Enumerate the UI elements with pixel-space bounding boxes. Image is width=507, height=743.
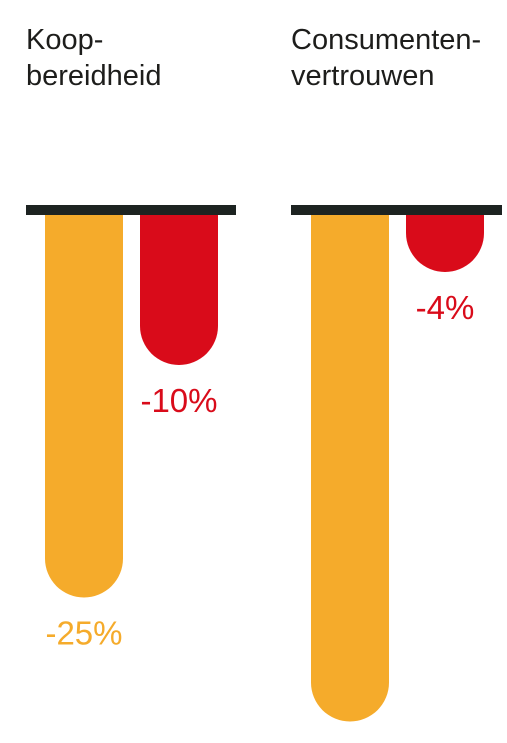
value-label: -4% (416, 289, 475, 326)
value-label: -33% (311, 739, 388, 743)
bar-consumentenvertrouwen-2 (406, 214, 484, 272)
chart-title-consumentenvertrouwen: Consumenten- vertrouwen (291, 24, 482, 92)
baseline-axis (291, 205, 502, 215)
value-label: -10% (140, 382, 217, 419)
bar-koopbereidheid-2 (140, 214, 218, 365)
bar-koopbereidheid-1 (45, 214, 123, 598)
bar-consumentenvertrouwen-1 (311, 214, 389, 722)
value-label: -25% (45, 615, 122, 652)
chart-title-koopbereidheid: Koop- bereidheid (26, 24, 162, 92)
baseline-axis (26, 205, 236, 215)
